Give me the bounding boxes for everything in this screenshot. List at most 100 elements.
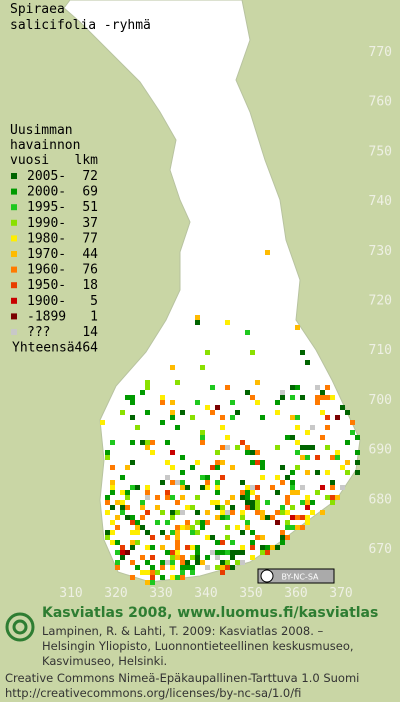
observation-square bbox=[245, 490, 250, 495]
observation-square bbox=[330, 485, 335, 490]
observation-square bbox=[250, 505, 255, 510]
observation-square bbox=[280, 540, 285, 545]
observation-square bbox=[295, 415, 300, 420]
observation-square bbox=[185, 565, 190, 570]
observation-square bbox=[190, 465, 195, 470]
observation-square bbox=[225, 435, 230, 440]
observation-square bbox=[260, 415, 265, 420]
observation-square bbox=[220, 510, 225, 515]
observation-square bbox=[240, 550, 245, 555]
observation-square bbox=[305, 520, 310, 525]
observation-square bbox=[220, 565, 225, 570]
observation-square bbox=[230, 465, 235, 470]
observation-square bbox=[320, 390, 325, 395]
observation-square bbox=[160, 510, 165, 515]
legend-swatch bbox=[11, 188, 17, 195]
observation-square bbox=[305, 515, 310, 520]
observation-square bbox=[150, 545, 155, 550]
observation-square bbox=[155, 495, 160, 500]
observation-square bbox=[305, 495, 310, 500]
observation-square bbox=[170, 450, 175, 455]
observation-square bbox=[235, 550, 240, 555]
observation-square bbox=[280, 505, 285, 510]
observation-square bbox=[245, 495, 250, 500]
observation-square bbox=[245, 390, 250, 395]
observation-square bbox=[210, 535, 215, 540]
license-url: http://creativecommons.org/licenses/by-n… bbox=[5, 686, 301, 700]
logo bbox=[5, 612, 35, 642]
observation-square bbox=[260, 465, 265, 470]
observation-square bbox=[240, 560, 245, 565]
legend-label: 2000- bbox=[27, 185, 66, 200]
y-tick-label: 730 bbox=[369, 244, 392, 259]
observation-square bbox=[170, 560, 175, 565]
observation-square bbox=[140, 505, 145, 510]
observation-square bbox=[225, 445, 230, 450]
observation-square bbox=[185, 560, 190, 565]
observation-square bbox=[205, 480, 210, 485]
y-tick-label: 720 bbox=[369, 294, 392, 309]
observation-square bbox=[240, 480, 245, 485]
observation-square bbox=[270, 515, 275, 520]
observation-square bbox=[295, 515, 300, 520]
observation-square bbox=[300, 395, 305, 400]
observation-square bbox=[160, 575, 165, 580]
observation-square bbox=[180, 525, 185, 530]
observation-square bbox=[175, 550, 180, 555]
observation-square bbox=[245, 525, 250, 530]
observation-square bbox=[260, 535, 265, 540]
citation: Helsingin Yliopisto, Luonnontieteellinen… bbox=[42, 639, 354, 653]
observation-square bbox=[180, 565, 185, 570]
observation-square bbox=[195, 510, 200, 515]
observation-square bbox=[140, 555, 145, 560]
legend-count: 72 bbox=[82, 169, 98, 184]
observation-square bbox=[125, 395, 130, 400]
observation-square bbox=[145, 440, 150, 445]
observation-square bbox=[135, 425, 140, 430]
observation-square bbox=[120, 500, 125, 505]
observation-square bbox=[310, 445, 315, 450]
observation-square bbox=[220, 475, 225, 480]
observation-square bbox=[205, 405, 210, 410]
observation-square bbox=[260, 550, 265, 555]
observation-square bbox=[245, 500, 250, 505]
observation-square bbox=[155, 520, 160, 525]
observation-square bbox=[140, 390, 145, 395]
observation-square bbox=[225, 560, 230, 565]
legend-count: 44 bbox=[82, 247, 98, 262]
legend-total: 464 bbox=[75, 341, 99, 356]
observation-square bbox=[235, 525, 240, 530]
observation-square bbox=[150, 535, 155, 540]
observation-square bbox=[325, 385, 330, 390]
observation-square bbox=[245, 330, 250, 335]
observation-square bbox=[140, 500, 145, 505]
observation-square bbox=[130, 560, 135, 565]
observation-square bbox=[175, 535, 180, 540]
observation-square bbox=[230, 510, 235, 515]
observation-square bbox=[250, 350, 255, 355]
observation-square bbox=[190, 415, 195, 420]
x-tick-label: 310 bbox=[59, 586, 82, 601]
observation-square bbox=[200, 475, 205, 480]
observation-square bbox=[185, 545, 190, 550]
observation-square bbox=[170, 530, 175, 535]
observation-square bbox=[130, 395, 135, 400]
observation-square bbox=[165, 490, 170, 495]
observation-square bbox=[340, 405, 345, 410]
observation-square bbox=[130, 400, 135, 405]
observation-square bbox=[120, 475, 125, 480]
observation-square bbox=[300, 455, 305, 460]
citation: Lampinen, R. & Lahti, T. 2009: Kasviatla… bbox=[42, 624, 324, 638]
legend-swatch bbox=[11, 297, 17, 304]
observation-square bbox=[290, 470, 295, 475]
observation-square bbox=[210, 500, 215, 505]
observation-square bbox=[230, 400, 235, 405]
x-tick-label: 320 bbox=[104, 586, 127, 601]
observation-square bbox=[345, 440, 350, 445]
legend-label: 2005- bbox=[27, 169, 66, 184]
legend-count: 5 bbox=[90, 294, 98, 309]
observation-square bbox=[215, 480, 220, 485]
y-tick-label: 750 bbox=[369, 144, 392, 159]
observation-square bbox=[185, 525, 190, 530]
observation-square bbox=[145, 485, 150, 490]
